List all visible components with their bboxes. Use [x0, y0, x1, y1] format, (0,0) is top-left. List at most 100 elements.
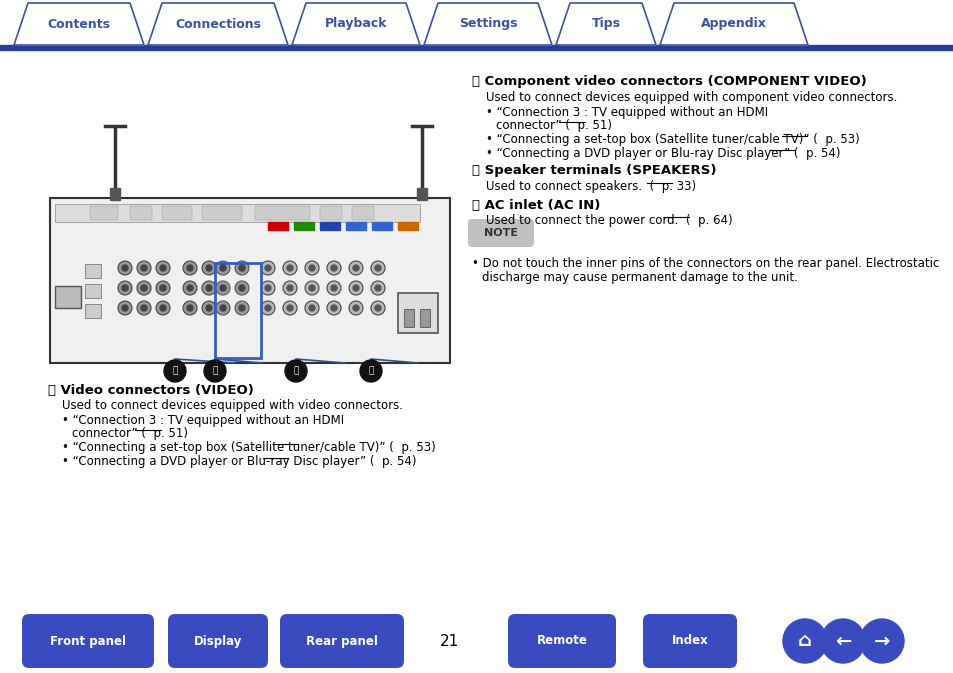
Bar	[85, 264, 101, 278]
Text: Rear panel: Rear panel	[306, 635, 377, 647]
Bar	[130, 206, 152, 220]
Circle shape	[215, 281, 230, 295]
Circle shape	[375, 285, 380, 291]
Text: Used to connect devices equipped with video connectors.: Used to connect devices equipped with vi…	[62, 399, 402, 412]
Text: Index: Index	[671, 635, 708, 647]
Polygon shape	[148, 3, 288, 45]
Circle shape	[371, 281, 385, 295]
Circle shape	[375, 265, 380, 271]
Circle shape	[261, 261, 274, 275]
Text: NOTE: NOTE	[483, 228, 517, 238]
Circle shape	[160, 305, 166, 311]
Circle shape	[220, 305, 226, 311]
Bar	[202, 206, 242, 220]
Circle shape	[327, 301, 340, 315]
Text: ⑫: ⑫	[213, 367, 217, 376]
Circle shape	[202, 301, 215, 315]
Bar	[294, 222, 314, 230]
Text: • “Connection 3 : TV equipped without an HDMI: • “Connection 3 : TV equipped without an…	[62, 414, 344, 427]
Circle shape	[283, 301, 296, 315]
Circle shape	[164, 360, 186, 382]
Circle shape	[187, 305, 193, 311]
Circle shape	[206, 265, 212, 271]
Circle shape	[782, 619, 826, 663]
Bar	[85, 284, 101, 298]
Polygon shape	[14, 3, 144, 45]
Text: ⑬ Speaker terminals (SPEAKERS): ⑬ Speaker terminals (SPEAKERS)	[472, 164, 716, 177]
Bar	[254, 206, 310, 220]
Circle shape	[309, 305, 314, 311]
Text: • “Connecting a set-top box (Satellite tuner/cable TV)” (​  p. 53): • “Connecting a set-top box (Satellite t…	[485, 133, 859, 146]
Text: ←: ←	[834, 631, 850, 651]
Circle shape	[353, 305, 358, 311]
Text: Settings: Settings	[458, 17, 517, 30]
FancyBboxPatch shape	[280, 614, 403, 668]
Text: discharge may cause permanent damage to the unit.: discharge may cause permanent damage to …	[481, 271, 797, 284]
Text: Display: Display	[193, 635, 242, 647]
Circle shape	[283, 281, 296, 295]
Circle shape	[220, 265, 226, 271]
FancyBboxPatch shape	[642, 614, 737, 668]
Circle shape	[122, 265, 128, 271]
FancyBboxPatch shape	[507, 614, 616, 668]
Text: ⑭ AC inlet (AC IN): ⑭ AC inlet (AC IN)	[472, 199, 599, 212]
Circle shape	[283, 261, 296, 275]
Text: Front panel: Front panel	[50, 635, 126, 647]
Bar	[55, 286, 81, 308]
Circle shape	[821, 619, 864, 663]
Circle shape	[261, 301, 274, 315]
Circle shape	[309, 265, 314, 271]
Text: Playback: Playback	[324, 17, 387, 30]
Circle shape	[234, 281, 249, 295]
Circle shape	[239, 285, 245, 291]
FancyBboxPatch shape	[22, 614, 153, 668]
Circle shape	[239, 265, 245, 271]
Polygon shape	[423, 3, 552, 45]
Circle shape	[305, 301, 318, 315]
Bar	[346, 222, 366, 230]
Bar	[403, 309, 414, 327]
Circle shape	[137, 281, 151, 295]
Bar	[0, 45, 953, 50]
Circle shape	[183, 301, 196, 315]
Circle shape	[859, 619, 903, 663]
Circle shape	[239, 305, 245, 311]
Circle shape	[141, 285, 147, 291]
Circle shape	[265, 305, 271, 311]
Bar	[419, 309, 430, 327]
Text: ⑫ Component video connectors (COMPONENT VIDEO): ⑫ Component video connectors (COMPONENT …	[472, 75, 866, 88]
Circle shape	[122, 285, 128, 291]
Circle shape	[331, 285, 336, 291]
Bar	[214, 263, 261, 358]
Circle shape	[234, 301, 249, 315]
Circle shape	[353, 285, 358, 291]
Text: Used to connect the power cord.  (​  p. 64): Used to connect the power cord. (​ p. 64…	[485, 214, 732, 227]
Bar	[319, 222, 339, 230]
Polygon shape	[556, 3, 656, 45]
Circle shape	[349, 261, 363, 275]
Text: Tips: Tips	[591, 17, 619, 30]
Circle shape	[137, 301, 151, 315]
Circle shape	[305, 281, 318, 295]
Circle shape	[327, 281, 340, 295]
Text: Appendix: Appendix	[700, 17, 766, 30]
Text: • “Connecting a set-top box (Satellite tuner/cable TV)” (​  p. 53): • “Connecting a set-top box (Satellite t…	[62, 441, 436, 454]
Text: →: →	[873, 631, 889, 651]
Circle shape	[375, 305, 380, 311]
Text: ⑪: ⑪	[172, 367, 177, 376]
Text: Contents: Contents	[48, 17, 111, 30]
Circle shape	[265, 285, 271, 291]
Circle shape	[234, 261, 249, 275]
Bar	[319, 206, 341, 220]
Circle shape	[349, 301, 363, 315]
Circle shape	[156, 281, 170, 295]
Circle shape	[285, 360, 307, 382]
Circle shape	[371, 301, 385, 315]
Bar	[85, 304, 101, 318]
Circle shape	[349, 281, 363, 295]
Text: • Do not touch the inner pins of the connectors on the rear panel. Electrostatic: • Do not touch the inner pins of the con…	[472, 257, 939, 270]
Circle shape	[371, 261, 385, 275]
Circle shape	[160, 285, 166, 291]
Circle shape	[122, 305, 128, 311]
Circle shape	[118, 261, 132, 275]
